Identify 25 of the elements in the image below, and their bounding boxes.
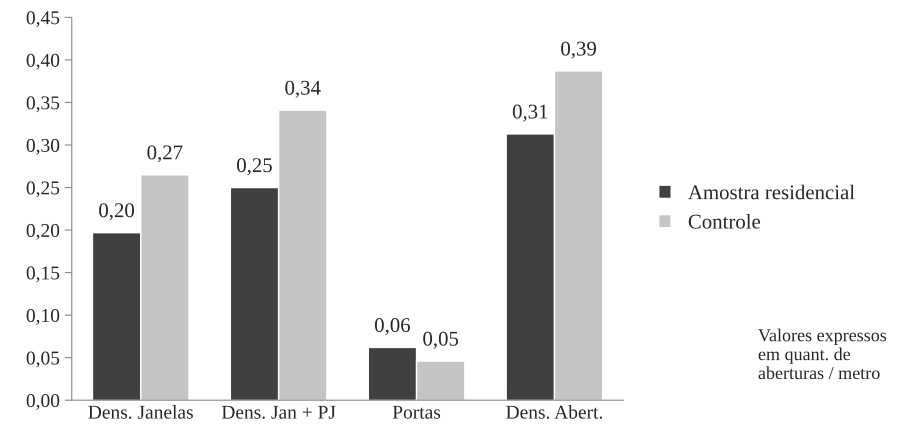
y-tick-label: 0,10 — [26, 308, 60, 325]
y-tick-label: 0,35 — [26, 96, 60, 112]
y-tick-label: 0,40 — [26, 54, 60, 70]
y-tick-label: 0,30 — [26, 138, 60, 155]
x-tick-label: Dens. Janelas — [88, 405, 193, 419]
data-label: 0,34 — [285, 80, 321, 98]
y-tick-label: 0,05 — [26, 351, 60, 368]
data-label: 0,25 — [237, 158, 272, 176]
y-tick-label: 0,15 — [26, 266, 60, 282]
x-tick-label: Portas — [392, 406, 440, 419]
data-label: 0,06 — [374, 318, 410, 336]
y-tick-label: 0,20 — [26, 224, 60, 240]
text: Valores expressos em quant. de aberturas / metro — [758, 328, 886, 380]
legend-label: Controle — [688, 214, 760, 229]
data-label: 0,31 — [512, 104, 548, 122]
data-label: 0,27 — [147, 145, 182, 162]
y-tick-label: 0,00 — [26, 394, 60, 410]
y-tick-label: 0,45 — [26, 11, 60, 28]
data-label: 0,05 — [423, 332, 458, 349]
x-tick-label: Dens. Jan + PJ — [222, 406, 336, 419]
y-tick-label: 0,25 — [26, 181, 60, 198]
data-label: 0,20 — [99, 203, 134, 220]
legend-label: Amostra residencial — [688, 184, 855, 200]
data-label: 0,39 — [561, 42, 596, 59]
x-tick-label: Dens. Abert. — [506, 405, 602, 419]
